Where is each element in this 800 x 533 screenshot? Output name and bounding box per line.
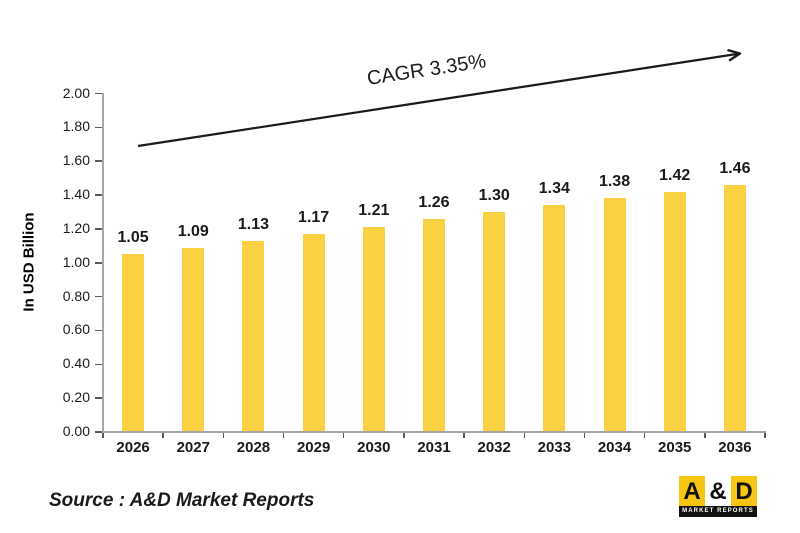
y-axis-line — [102, 93, 104, 433]
x-axis-label: 2030 — [357, 439, 391, 456]
bar-value-label: 1.05 — [117, 229, 149, 247]
y-axis-tick-label: 0.60 — [62, 321, 90, 338]
y-axis-tick-mark — [95, 329, 103, 332]
bar-value-label: 1.17 — [298, 208, 330, 226]
bar-value-label: 1.38 — [598, 173, 631, 191]
x-axis-label: 2029 — [296, 439, 331, 456]
bar — [543, 205, 566, 432]
x-axis-label: 2026 — [116, 439, 150, 456]
y-axis-tick-mark — [95, 431, 103, 433]
logo-letters-row: A & D — [679, 476, 757, 506]
x-axis-label: 2035 — [658, 439, 692, 456]
bar-value-label: 1.21 — [358, 202, 390, 220]
brand-logo: A & D MARKET REPORTS — [679, 476, 757, 517]
bar-value-label: 1.34 — [538, 180, 570, 198]
bar — [423, 218, 445, 432]
x-axis-tick-mark — [764, 432, 766, 438]
x-axis-label: 2027 — [176, 439, 210, 456]
y-axis-tick-mark — [95, 363, 103, 366]
x-axis-tick-mark — [704, 432, 706, 438]
bar — [362, 227, 385, 432]
bar — [182, 247, 205, 432]
bar — [242, 240, 265, 432]
y-axis-tick-mark — [95, 194, 103, 196]
y-axis-tick-label: 0.80 — [62, 287, 90, 304]
bar — [302, 233, 325, 432]
logo-ampersand: & — [705, 476, 731, 506]
y-axis-title: In USD Billion — [20, 212, 38, 312]
y-axis-tick-mark — [95, 295, 103, 298]
bar-value-label: 1.42 — [659, 166, 691, 184]
x-axis-tick-mark — [282, 432, 285, 438]
bar — [723, 184, 746, 432]
bar-value-label: 1.46 — [719, 159, 751, 177]
y-axis-tick-mark — [95, 228, 103, 230]
y-axis-tick-label: 0.40 — [62, 355, 90, 372]
logo-letter-d: D — [731, 476, 757, 506]
x-axis-tick-mark — [403, 432, 405, 438]
bar — [122, 254, 145, 432]
x-axis-tick-mark — [583, 432, 586, 438]
x-axis-label: 2032 — [477, 439, 511, 456]
y-axis-tick-label: 1.20 — [62, 219, 90, 236]
y-axis-tick-label: 1.60 — [62, 152, 90, 169]
x-axis-tick-mark — [643, 432, 646, 438]
y-axis-tick-mark — [95, 397, 103, 399]
y-axis-tick-label: 2.00 — [62, 84, 90, 101]
x-axis-tick-mark — [463, 432, 465, 438]
y-axis-tick-label: 1.00 — [62, 253, 90, 270]
y-axis-tick-label: 0.00 — [62, 423, 90, 439]
logo-letter-a: A — [679, 476, 705, 506]
x-axis-tick-mark — [342, 432, 345, 438]
x-axis-tick-mark — [523, 432, 526, 438]
bar-value-label: 1.30 — [478, 186, 510, 204]
y-axis-tick-mark — [95, 92, 103, 95]
x-axis-label: 2033 — [537, 439, 572, 456]
y-axis-tick-label: 1.80 — [62, 118, 90, 135]
bar — [603, 198, 626, 432]
x-axis-label: 2028 — [236, 439, 271, 456]
x-axis-label: 2036 — [718, 439, 752, 456]
y-axis-tick-label: 0.20 — [62, 389, 90, 406]
x-axis-tick-mark — [102, 432, 104, 438]
x-axis-tick-mark — [222, 432, 225, 438]
x-axis-tick-mark — [162, 432, 164, 438]
bar — [663, 191, 686, 432]
bar — [483, 211, 506, 432]
bar-value-label: 1.13 — [237, 215, 270, 233]
y-axis-tick-label: 1.40 — [62, 186, 90, 203]
bar-value-label: 1.26 — [418, 193, 450, 211]
bar-value-label: 1.09 — [177, 222, 209, 240]
x-axis-label: 2031 — [417, 439, 451, 456]
y-axis-tick-mark — [95, 126, 103, 129]
logo-tagline: MARKET REPORTS — [679, 506, 757, 517]
x-axis-label: 2034 — [597, 439, 632, 456]
y-axis-tick-mark — [95, 160, 103, 162]
y-axis-tick-mark — [95, 262, 103, 264]
source-caption: Source : A&D Market Reports — [49, 490, 315, 511]
x-axis-line — [102, 431, 766, 433]
